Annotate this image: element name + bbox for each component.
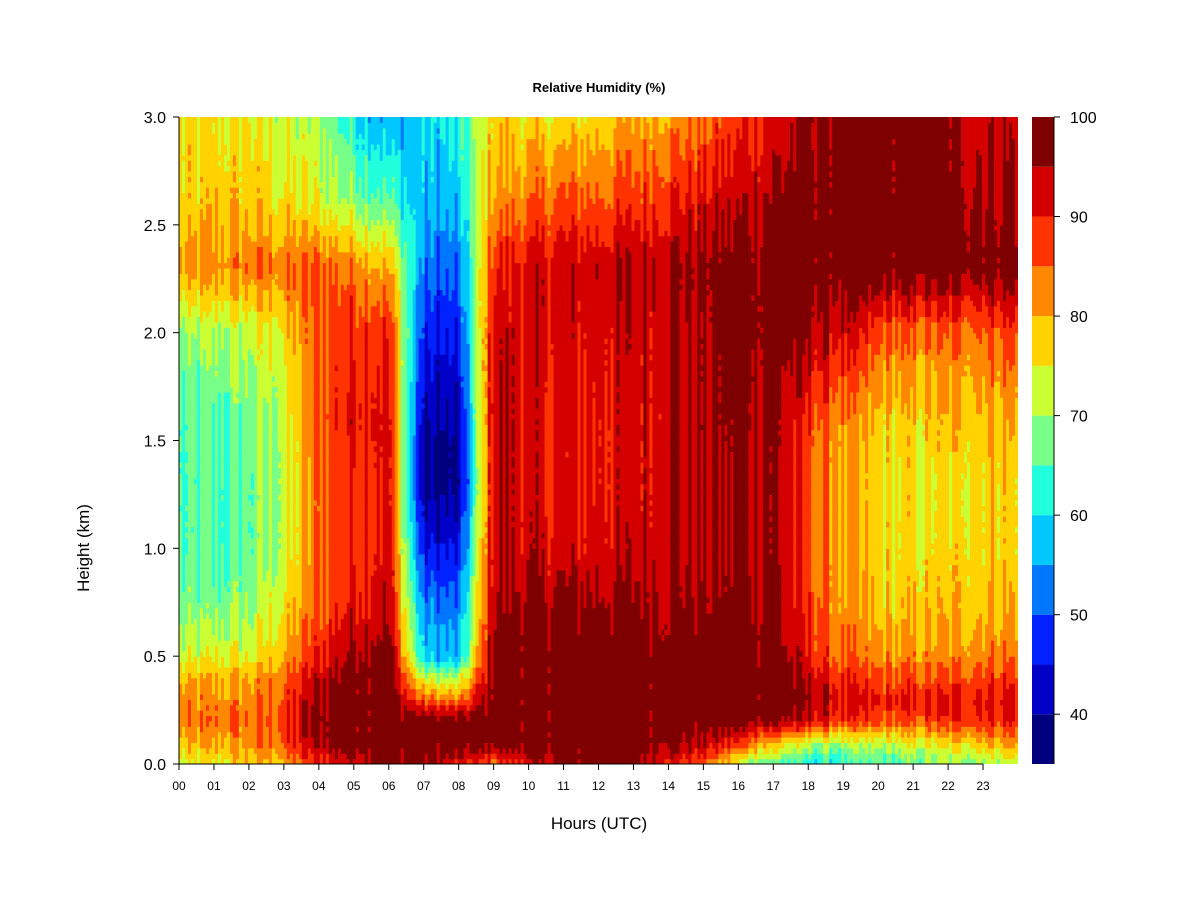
chart-title: Relative Humidity (%) (533, 80, 666, 95)
heatmap-cells (179, 117, 1019, 765)
